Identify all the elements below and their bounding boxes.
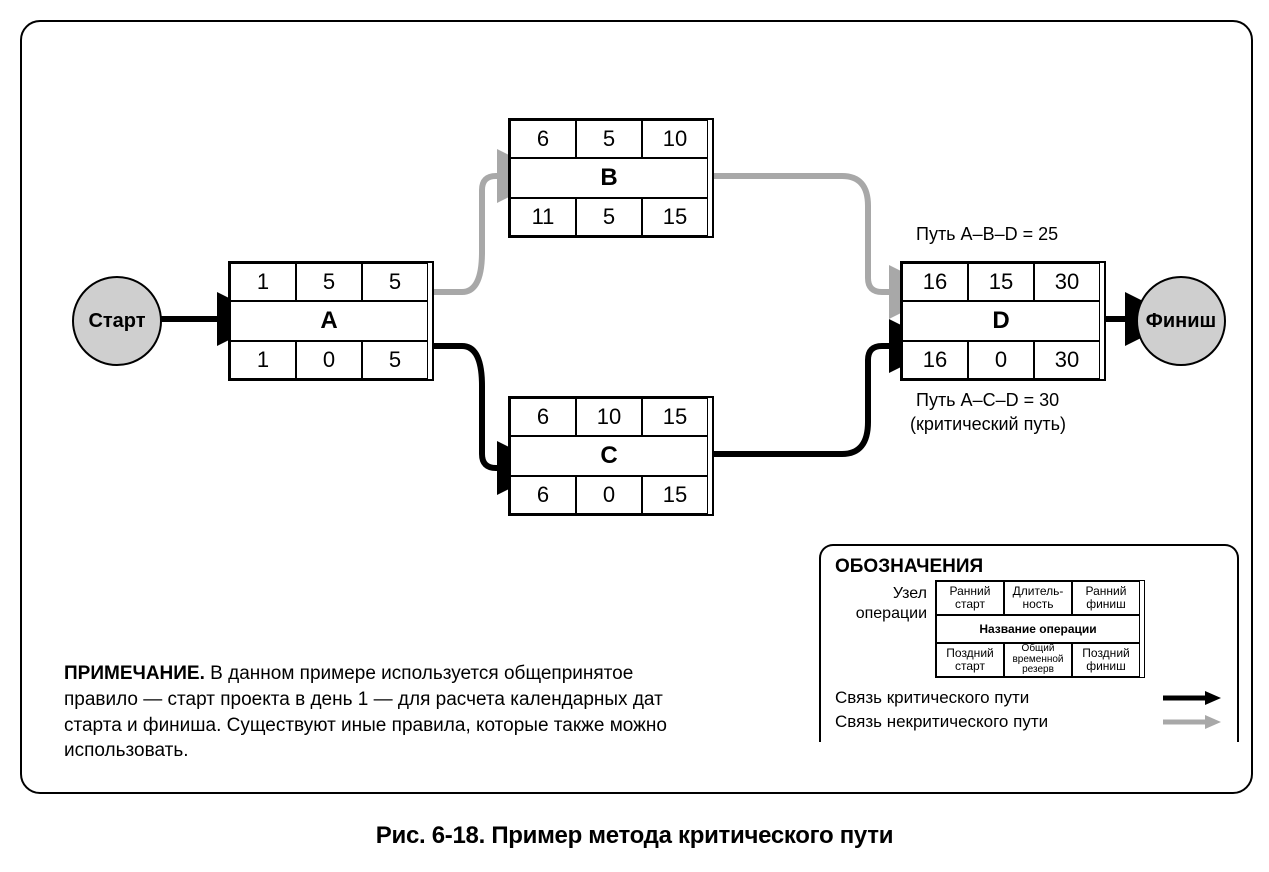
legend-title: ОБОЗНАЧЕНИЯ [835, 556, 1223, 578]
activity-name: A [230, 301, 428, 341]
cell: 10 [576, 398, 642, 436]
legend-noncritical-arrow-icon [1163, 714, 1223, 730]
activity-node-C: 61015C6015 [508, 396, 714, 516]
cell: 10 [642, 120, 708, 158]
activity-node-B: 6510B11515 [508, 118, 714, 238]
legend-node-label: Узел операции [835, 584, 927, 624]
legend-noncritical-label: Связь некритического пути [835, 712, 1048, 732]
cell: 15 [642, 398, 708, 436]
activity-name: C [510, 436, 708, 476]
path-label-acd-sub: (критический путь) [910, 414, 1066, 435]
cell: 5 [296, 263, 362, 301]
finish-node: Финиш [1136, 276, 1226, 366]
cell: 1 [230, 341, 296, 379]
cell: 16 [902, 263, 968, 301]
activity-name: D [902, 301, 1100, 341]
legend-node-diagram: Ранний старт Длитель- ность Ранний финиш… [935, 580, 1145, 678]
legend-box: ОБОЗНАЧЕНИЯ Узел операции Ранний старт Д… [819, 544, 1239, 742]
cell: 5 [362, 263, 428, 301]
path-label-abd: Путь A–B–D = 25 [916, 224, 1058, 245]
path-label-acd: Путь A–C–D = 30 [916, 390, 1059, 411]
legend-noncritical-row: Связь некритического пути [835, 712, 1223, 732]
figure-caption: Рис. 6-18. Пример метода критического пу… [20, 822, 1249, 850]
start-label: Старт [88, 310, 145, 333]
cell: 15 [642, 476, 708, 514]
cell: 5 [576, 120, 642, 158]
cell: 11 [510, 198, 576, 236]
start-node: Старт [72, 276, 162, 366]
cell: 30 [1034, 341, 1100, 379]
cell: 0 [968, 341, 1034, 379]
finish-label: Финиш [1146, 310, 1216, 333]
legend-critical-arrow-icon [1163, 690, 1223, 706]
note-text: ПРИМЕЧАНИЕ. В данном примере используетс… [64, 661, 694, 764]
diagram-frame: Старт Финиш 155A105 6510B11515 61015C601… [20, 20, 1253, 794]
legend-critical-row: Связь критического пути [835, 688, 1223, 708]
activity-node-D: 161530D16030 [900, 261, 1106, 381]
cell: 5 [362, 341, 428, 379]
legend-critical-label: Связь критического пути [835, 688, 1029, 708]
cell: 0 [296, 341, 362, 379]
note-bold: ПРИМЕЧАНИЕ. [64, 663, 205, 684]
cell: 6 [510, 120, 576, 158]
activity-name: B [510, 158, 708, 198]
cell: 1 [230, 263, 296, 301]
cell: 30 [1034, 263, 1100, 301]
cell: 16 [902, 341, 968, 379]
activity-node-A: 155A105 [228, 261, 434, 381]
cell: 0 [576, 476, 642, 514]
cell: 6 [510, 398, 576, 436]
cell: 6 [510, 476, 576, 514]
cell: 5 [576, 198, 642, 236]
cell: 15 [642, 198, 708, 236]
cell: 15 [968, 263, 1034, 301]
